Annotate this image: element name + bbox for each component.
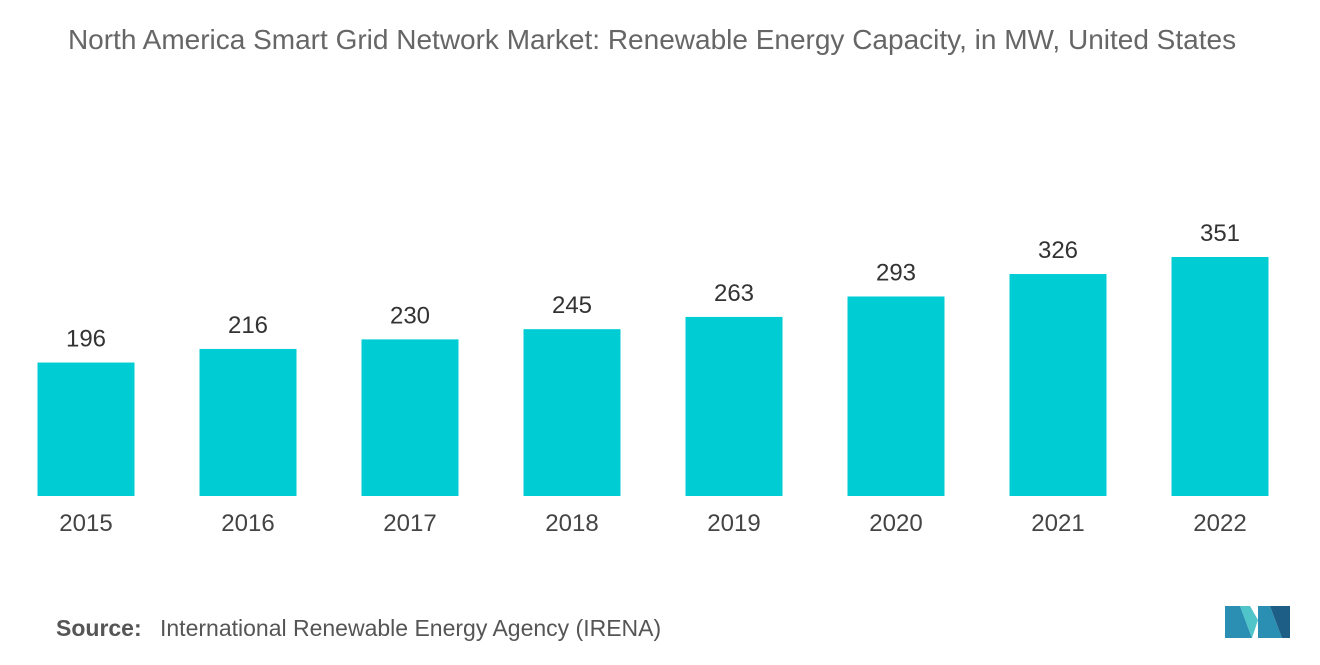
value-label: 326 [1038,237,1078,264]
x-tick-label: 2017 [383,510,436,537]
x-tick-label: 2020 [869,510,922,537]
value-label: 351 [1200,220,1240,247]
bar [1171,257,1269,496]
bar [847,296,945,496]
bar [361,339,459,496]
chart-title: North America Smart Grid Network Market:… [67,24,1237,55]
source-label: Source: [56,615,142,641]
bar [1009,274,1107,496]
x-tick-label: 2016 [221,510,274,537]
bar [685,316,783,496]
value-label: 216 [228,312,268,339]
bar [523,329,621,496]
bar [199,348,297,496]
logo [1225,606,1290,638]
x-tick-label: 2019 [707,510,760,537]
source-text: International Renewable Energy Agency (I… [160,615,661,641]
bar [37,362,135,496]
x-tick-label: 2021 [1031,510,1084,537]
value-label: 196 [66,326,106,353]
value-label: 230 [390,302,430,329]
value-label: 263 [714,280,754,307]
x-tick-label: 2018 [545,510,598,537]
x-tick-label: 2015 [59,510,112,537]
value-label: 293 [876,259,916,286]
x-tick-label: 2022 [1193,510,1246,537]
value-label: 245 [552,292,592,319]
